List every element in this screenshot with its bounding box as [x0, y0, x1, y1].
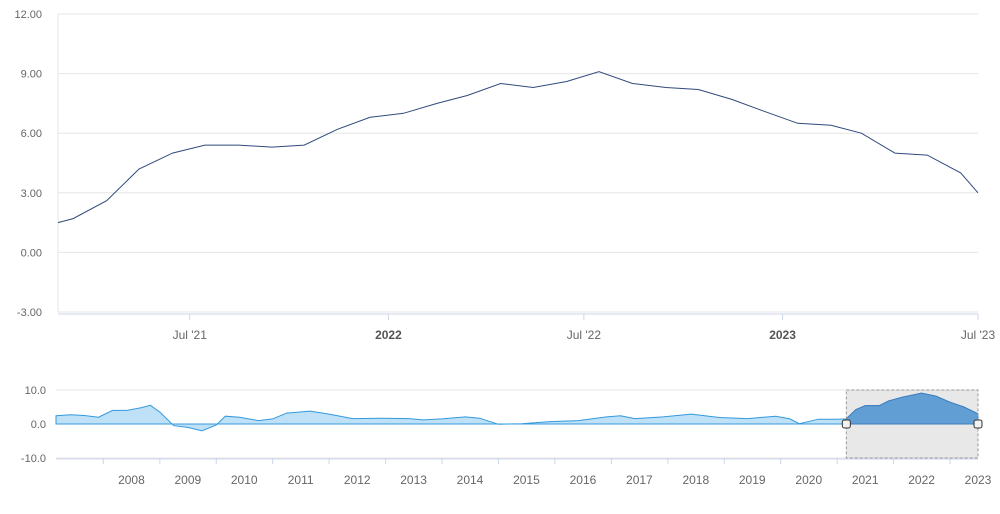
main-series-line[interactable] [57, 71, 979, 224]
navigator-y-tick-label: 10.0 [25, 385, 46, 397]
main-y-tick-label: 12.00 [14, 9, 42, 21]
navigator-x-tick-label: 2011 [288, 473, 314, 487]
navigator-x-tick-label: 2014 [457, 473, 484, 487]
navigator-y-tick-label: -10.0 [21, 453, 46, 465]
navigator-x-tick-label: 2009 [174, 473, 201, 487]
navigator-x-axis: 2008 2009 2010 2011 2012 2013 2014 2015 2016 2017… [56, 458, 992, 487]
main-y-tick-label: 9.00 [21, 69, 42, 81]
main-x-tick-label: 2022 [375, 328, 402, 342]
navigator-x-tick-label: 2008 [118, 473, 145, 487]
navigator-selection[interactable] [841, 389, 983, 459]
navigator-x-tick-label: 2022 [908, 473, 935, 487]
main-y-tick-label: 3.00 [21, 188, 42, 200]
navigator-area [55, 392, 979, 432]
navigator-y-axis: 10.0 0.0 -10.0 [21, 385, 46, 465]
main-plot-area[interactable] [57, 71, 979, 224]
main-x-tick-label: Jul '22 [567, 328, 602, 342]
main-x-tick-label: Jul '23 [961, 328, 996, 342]
main-gridlines [57, 13, 978, 315]
navigator-x-tick-label: 2010 [231, 473, 258, 487]
navigator-series-area [55, 392, 979, 432]
navigator-right-handle[interactable] [973, 419, 983, 429]
main-x-tick-label: Jul '21 [173, 328, 208, 342]
navigator-x-tick-label: 2016 [570, 473, 597, 487]
navigator-x-tick-label: 2012 [344, 473, 371, 487]
navigator-x-tick-label: 2013 [400, 473, 427, 487]
navigator-x-tick-label: 2019 [739, 473, 766, 487]
main-y-axis: 12.00 9.00 6.00 3.00 0.00 -3.00 [14, 9, 42, 319]
main-y-tick-label: -3.00 [17, 307, 42, 319]
main-y-tick-label: 0.00 [21, 247, 42, 259]
main-x-axis: Jul '21 2022 Jul '22 2023 Jul '23 [173, 314, 996, 342]
main-x-tick-label: 2023 [769, 328, 796, 342]
main-y-tick-label: 6.00 [21, 128, 42, 140]
navigator-x-tick-label: 2021 [852, 473, 879, 487]
navigator-x-tick-label: 2023 [965, 473, 992, 487]
navigator-y-tick-label: 0.0 [31, 419, 46, 431]
navigator-x-tick-label: 2015 [513, 473, 540, 487]
navigator-selection-mask[interactable] [845, 389, 979, 459]
navigator-x-tick-label: 2020 [795, 473, 822, 487]
navigator-x-tick-label: 2018 [682, 473, 709, 487]
navigator-left-handle[interactable] [841, 419, 851, 429]
navigator-x-tick-label: 2017 [626, 473, 653, 487]
